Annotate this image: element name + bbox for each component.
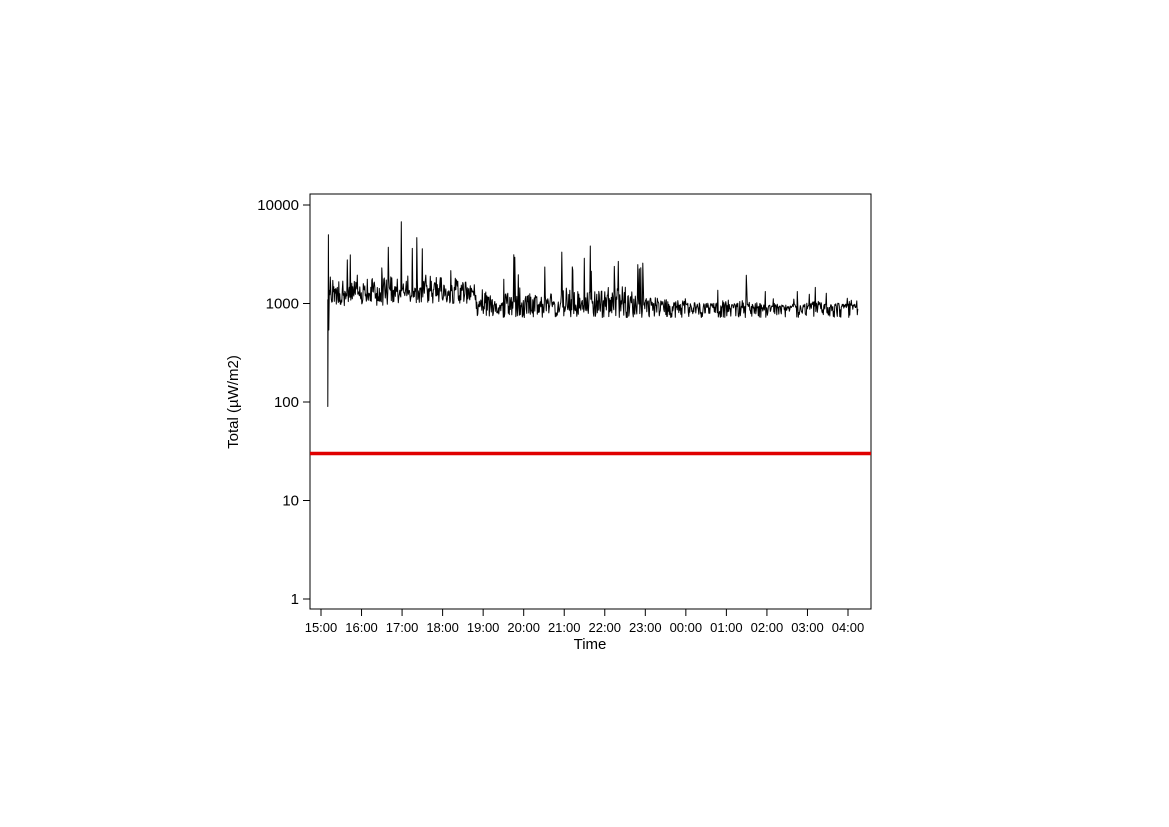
x-tick-label: 22:00 [588,620,621,635]
x-axis: 15:00 16:00 17:00 18:00 19:00 20:00 21:00 22:00… [305,609,865,635]
x-tick-label: 04:00 [832,620,865,635]
x-tick-label: 21:00 [548,620,581,635]
y-axis-title: Total (µW/m2) [225,355,242,449]
x-tick-label: 16:00 [345,620,378,635]
x-tick-label: 01:00 [710,620,743,635]
series-layer [327,221,859,407]
y-tick-label: 100 [274,394,299,411]
series-line [327,221,859,407]
x-tick-label: 00:00 [670,620,703,635]
x-tick-label: 19:00 [467,620,500,635]
y-axis: 1 10 100 1000 10000 [257,197,310,608]
y-tick-label: 10000 [257,197,299,214]
x-tick-label: 03:00 [791,620,824,635]
y-tick-label: 1000 [266,296,299,313]
y-tick-label: 10 [282,493,299,510]
x-axis-title: Time [574,636,607,653]
x-tick-label: 17:00 [386,620,419,635]
x-tick-label: 23:00 [629,620,662,635]
x-tick-label: 20:00 [507,620,540,635]
y-tick-label: 1 [291,591,299,608]
x-tick-label: 02:00 [751,620,784,635]
x-tick-label: 18:00 [426,620,459,635]
x-tick-label: 15:00 [305,620,338,635]
